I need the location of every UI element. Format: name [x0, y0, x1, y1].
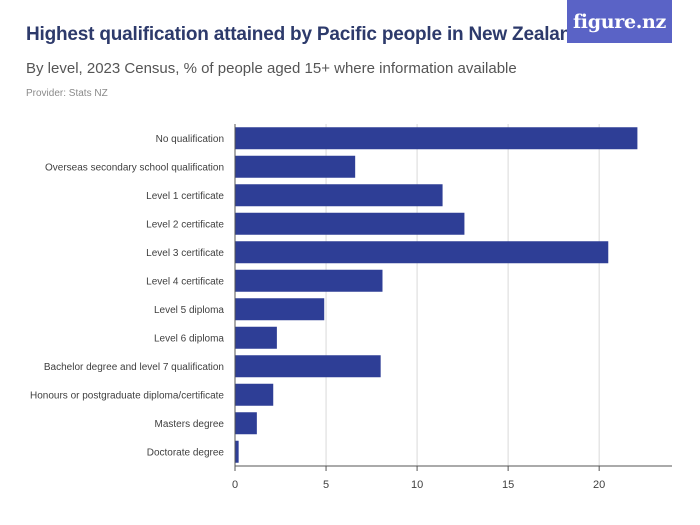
- chart-title: Highest qualification attained by Pacifi…: [26, 24, 583, 45]
- provider-label: Provider: Stats NZ: [26, 88, 108, 99]
- category-label-0: No qualification: [156, 134, 224, 145]
- bar-1: [235, 155, 356, 178]
- bar-9: [235, 383, 274, 406]
- category-label-4: Level 3 certificate: [146, 248, 224, 259]
- category-label-2: Level 1 certificate: [146, 191, 224, 202]
- x-tick-label-0: 0: [232, 479, 238, 491]
- x-tick-label-15: 15: [502, 479, 514, 491]
- bar-10: [235, 412, 257, 435]
- bar-7: [235, 326, 277, 349]
- x-tick-label-10: 10: [411, 479, 423, 491]
- bar-11: [235, 440, 239, 463]
- x-tick-label-20: 20: [593, 479, 605, 491]
- bar-3: [235, 212, 465, 235]
- bar-8: [235, 355, 381, 378]
- category-label-8: Bachelor degree and level 7 qualificatio…: [44, 362, 224, 373]
- chart-subtitle: By level, 2023 Census, % of people aged …: [26, 60, 517, 77]
- x-tick-label-5: 5: [323, 479, 329, 491]
- bar-6: [235, 298, 325, 321]
- category-label-3: Level 2 certificate: [146, 219, 224, 230]
- category-label-7: Level 6 diploma: [154, 333, 224, 344]
- category-label-5: Level 4 certificate: [146, 276, 224, 287]
- category-label-10: Masters degree: [155, 419, 225, 430]
- bar-2: [235, 184, 443, 207]
- bar-0: [235, 127, 638, 150]
- category-label-1: Overseas secondary school qualification: [45, 162, 224, 173]
- bar-5: [235, 269, 383, 292]
- bar-4: [235, 241, 609, 264]
- figure-nz-logo[interactable]: figure.nz: [567, 0, 672, 43]
- category-label-9: Honours or postgraduate diploma/certific…: [30, 390, 224, 401]
- category-label-11: Doctorate degree: [147, 447, 225, 458]
- category-label-6: Level 5 diploma: [154, 305, 224, 316]
